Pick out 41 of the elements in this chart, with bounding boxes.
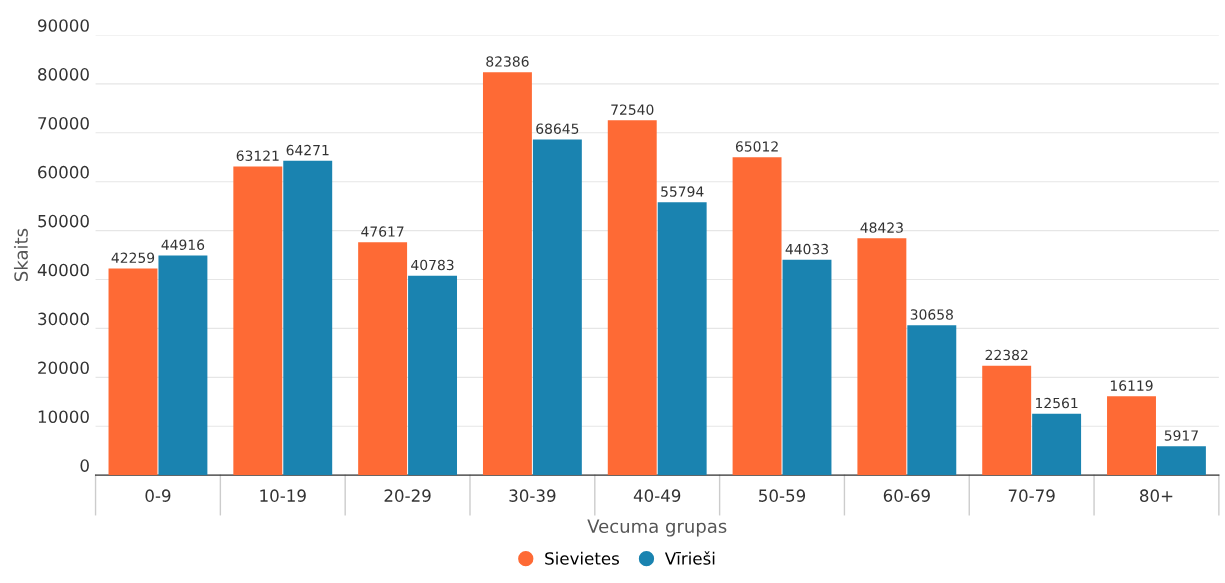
x-tick-label: 60-69 [883, 489, 930, 502]
data-label: 72540 [611, 104, 654, 115]
y-tick-label: 0 [80, 459, 89, 472]
y-tick-label: 30000 [38, 312, 89, 326]
data-label: 30658 [910, 309, 953, 320]
y-tick-label: 60000 [38, 165, 89, 179]
data-label: 68645 [536, 123, 579, 134]
y-tick-label: 20000 [38, 361, 89, 375]
legend-label: Vīrieši [664, 551, 715, 565]
x-tick-label: 70-79 [1008, 489, 1055, 502]
data-label: 5917 [1164, 430, 1198, 441]
y-tick-label: 70000 [38, 116, 89, 130]
y-tick-label: 40000 [37, 263, 89, 277]
y-tick-label: 10000 [38, 410, 89, 424]
data-label: 55794 [661, 186, 704, 197]
x-tick-label: 40-49 [633, 489, 681, 502]
data-label: 40783 [411, 259, 454, 271]
data-label: 42259 [111, 252, 155, 263]
data-label: 48423 [860, 222, 903, 233]
data-label: 16119 [1110, 380, 1153, 391]
y-axis-title: Skaits [13, 228, 28, 281]
data-label: 65012 [735, 141, 778, 152]
data-label: 44033 [785, 243, 828, 255]
data-label: 64271 [286, 144, 329, 156]
x-tick-label: 20-29 [384, 489, 431, 502]
x-axis-title: Vecuma grupas [587, 519, 727, 537]
x-tick-label: 10-19 [260, 489, 306, 502]
y-tick-label: 50000 [38, 214, 89, 228]
x-tick-label: 30-39 [509, 489, 556, 502]
y-tick-label: 80000 [38, 68, 89, 81]
data-label: 44916 [161, 239, 205, 250]
data-label: 22382 [985, 349, 1028, 361]
data-label: 12561 [1036, 397, 1078, 409]
legend-label: Sievietes [545, 551, 619, 565]
x-tick-label: 0-9 [145, 489, 171, 502]
data-label: 47617 [361, 226, 404, 237]
x-tick-label: 50-59 [759, 489, 806, 502]
x-tick-label: 80+ [1140, 489, 1173, 502]
data-label: 63121 [236, 150, 279, 161]
data-label: 82386 [486, 56, 529, 67]
y-tick-label: 90000 [38, 19, 89, 32]
